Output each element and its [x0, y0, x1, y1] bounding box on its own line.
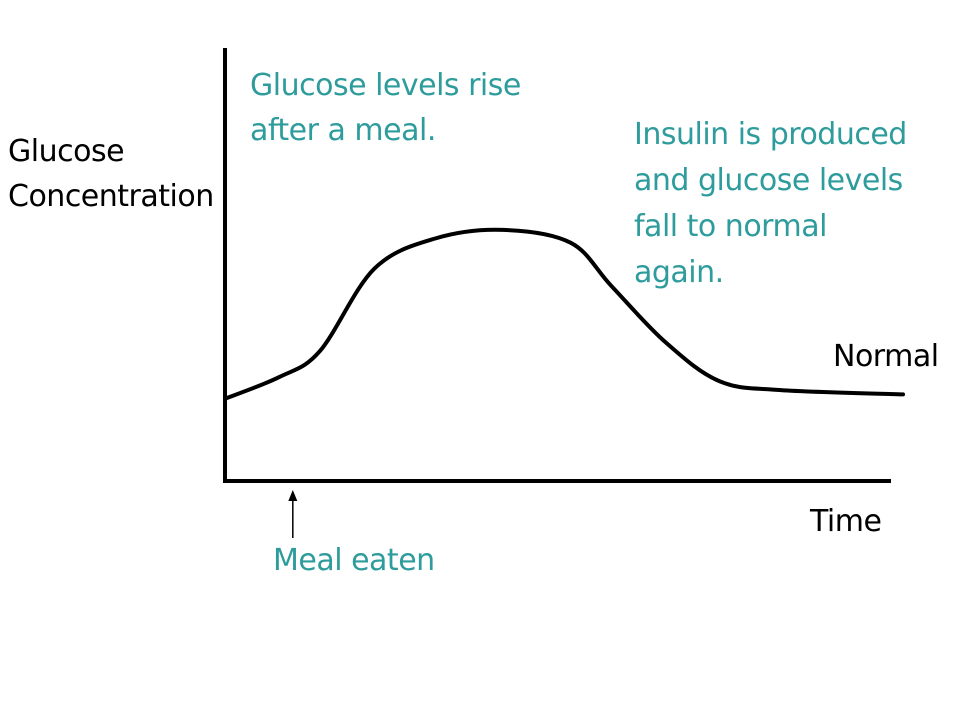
insulin-annotation-line-4: again.	[634, 255, 724, 290]
x-axis-label: Time	[810, 504, 882, 539]
meal-eaten-label: Meal eaten	[273, 543, 435, 578]
insulin-annotation-line-2: and glucose levels	[634, 163, 903, 198]
rise-annotation-line-1: Glucose levels rise	[250, 68, 521, 103]
normal-label: Normal	[833, 339, 939, 374]
meal-arrow-head	[288, 490, 298, 501]
y-axis-label-line-1: Glucose	[8, 134, 125, 169]
meal-arrow	[288, 490, 298, 538]
insulin-annotation-line-1: Insulin is produced	[634, 117, 907, 152]
insulin-annotation-line-3: fall to normal	[634, 209, 827, 244]
y-axis-label-line-2: Concentration	[8, 179, 214, 214]
glucose-curve	[223, 227, 905, 401]
rise-annotation-line-2: after a meal.	[250, 113, 436, 148]
y-axis-label: Glucose Concentration	[8, 129, 214, 219]
rise-annotation: Glucose levels rise after a meal.	[250, 63, 521, 153]
insulin-annotation: Insulin is produced and glucose levels f…	[634, 112, 907, 296]
